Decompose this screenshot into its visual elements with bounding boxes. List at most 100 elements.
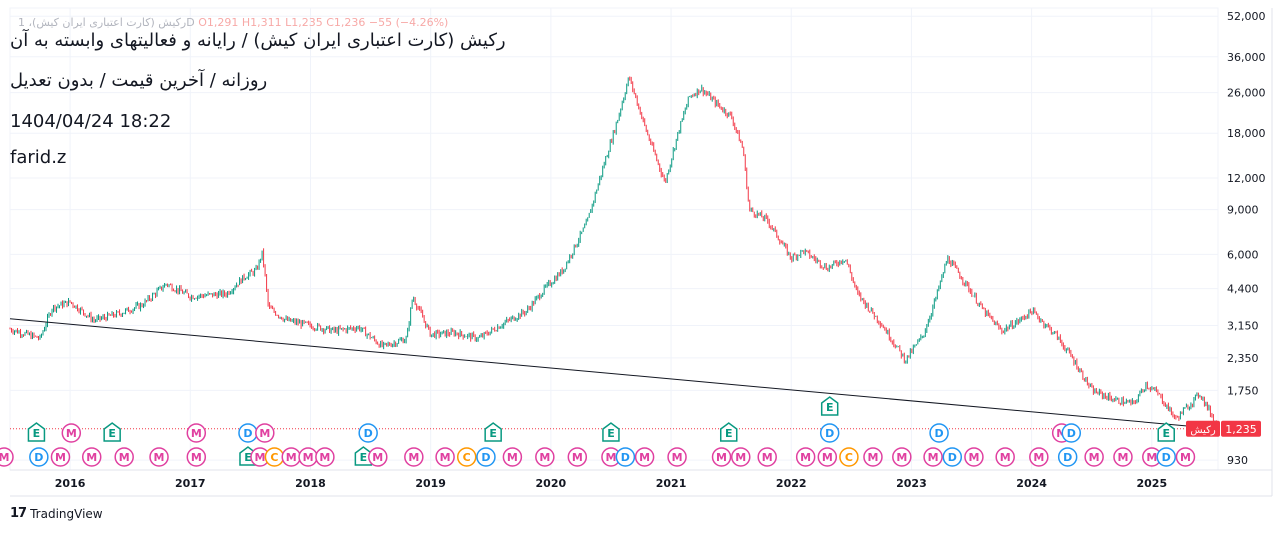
event-marker-letter: M: [822, 451, 833, 464]
time-axis[interactable]: 2016 2017 2018 2019 2020 2021 2022 2023 2024 2025: [10, 8, 1273, 497]
ohlc-legend: رکیش (کارت اعتباری ایران کیش)، 1D O1,291…: [18, 16, 448, 29]
chart-title-line4: farid.z: [10, 147, 67, 168]
meeting-marker-icon[interactable]: [1084, 447, 1104, 467]
meeting-marker-icon[interactable]: [711, 447, 732, 467]
x-tick-label: 2024: [1016, 477, 1047, 490]
event-marker-letter: C: [270, 451, 278, 464]
meeting-marker-icon[interactable]: [81, 447, 102, 467]
meeting-marker-icon[interactable]: [634, 447, 655, 467]
dividend-marker-icon[interactable]: [819, 423, 840, 443]
meeting-marker-icon[interactable]: [923, 447, 943, 467]
event-marker-letter: D: [481, 451, 490, 464]
event-marker-letter: D: [1162, 451, 1171, 464]
dividend-marker-icon[interactable]: [29, 447, 49, 467]
meeting-marker-icon[interactable]: [315, 447, 335, 467]
candle-series: [9, 76, 1219, 428]
earnings-marker-icon[interactable]: [719, 422, 738, 442]
y-tick-label: 9,000: [1227, 204, 1259, 217]
meeting-marker-icon[interactable]: [114, 447, 134, 467]
event-marker-letter: M: [119, 451, 130, 464]
dividend-marker-icon[interactable]: [615, 447, 636, 467]
chart-title-line3: 1404/04/24 18:22: [10, 111, 172, 132]
event-marker-letter: M: [1180, 451, 1191, 464]
meeting-marker-icon[interactable]: [404, 447, 424, 467]
earnings-marker-icon[interactable]: [1157, 422, 1175, 442]
meeting-marker-icon[interactable]: [186, 423, 207, 443]
meeting-marker-icon[interactable]: [1175, 447, 1196, 467]
legend-ohlc-values: O1,291 H1,311 L1,235 C1,236 −55 (−4.26%): [198, 16, 449, 29]
event-marker-letter: M: [55, 451, 66, 464]
meeting-marker-icon[interactable]: [50, 447, 71, 467]
meeting-marker-icon[interactable]: [0, 447, 14, 467]
meeting-marker-icon[interactable]: [535, 447, 555, 467]
meeting-marker-icon[interactable]: [863, 447, 883, 467]
dividend-marker-icon[interactable]: [929, 423, 949, 443]
dividend-marker-icon[interactable]: [1057, 447, 1078, 467]
event-marker-letter: M: [800, 451, 811, 464]
price-tag-value-box: [1221, 420, 1261, 437]
meeting-marker-icon[interactable]: [149, 447, 169, 467]
event-marker-letter: E: [360, 451, 368, 464]
x-tick-label: 2019: [415, 477, 446, 490]
corporate-action-marker-icon[interactable]: [839, 447, 859, 467]
x-tick-label: 2016: [55, 477, 86, 490]
price-tag-value: 1,235: [1225, 423, 1257, 436]
event-marker-letter: M: [867, 451, 878, 464]
meeting-marker-icon[interactable]: [795, 447, 816, 467]
meeting-marker-icon[interactable]: [731, 447, 751, 467]
event-marker-letter: E: [1162, 427, 1170, 440]
earnings-marker-icon[interactable]: [602, 422, 620, 442]
dividend-marker-icon[interactable]: [476, 447, 496, 467]
meeting-marker-icon[interactable]: [1113, 447, 1133, 467]
meeting-marker-icon[interactable]: [435, 447, 455, 467]
meeting-marker-icon[interactable]: [667, 447, 687, 467]
dividend-marker-icon[interactable]: [358, 423, 378, 443]
event-marker-letter: E: [108, 427, 116, 440]
event-marker-letter: D: [1063, 451, 1072, 464]
y-tick-label: 18,000: [1227, 127, 1266, 140]
tradingview-name: TradingView: [30, 506, 103, 521]
y-tick-label: 36,000: [1227, 51, 1266, 64]
dividend-marker-icon[interactable]: [1061, 423, 1082, 443]
corporate-action-marker-icon[interactable]: [456, 447, 477, 467]
event-marker-letter: M: [191, 451, 202, 464]
event-marker-letter: E: [33, 427, 41, 440]
trendline-layer: [9, 318, 1218, 430]
trendline[interactable]: [9, 318, 1218, 430]
meeting-marker-icon[interactable]: [567, 447, 588, 467]
earnings-marker-icon[interactable]: [820, 396, 839, 416]
meeting-marker-icon[interactable]: [757, 447, 777, 467]
x-tick-label: 2020: [536, 477, 567, 490]
meeting-marker-icon[interactable]: [1029, 447, 1049, 467]
meeting-marker-icon[interactable]: [817, 447, 838, 467]
dividend-marker-icon[interactable]: [1156, 447, 1176, 467]
tradingview-brand[interactable]: 17 TradingView: [10, 506, 103, 521]
y-tick-label: 3,150: [1227, 319, 1259, 332]
event-marker-letter: M: [639, 451, 650, 464]
meeting-marker-icon[interactable]: [964, 447, 984, 467]
meeting-marker-icon[interactable]: [255, 423, 275, 443]
event-marker-letter: M: [716, 451, 727, 464]
meeting-marker-icon[interactable]: [502, 447, 523, 467]
event-marker-letter: M: [154, 451, 165, 464]
earnings-marker-icon[interactable]: [27, 422, 46, 442]
earnings-marker-icon[interactable]: [484, 422, 502, 442]
price-tag-symbol: رکیش: [1190, 425, 1216, 436]
event-marker-letter: E: [607, 427, 615, 440]
price-axis[interactable]: 52,000 36,000 26,000 18,000 12,000 9,000 6,000…: [1227, 10, 1266, 467]
event-marker-letter: M: [86, 451, 97, 464]
earnings-marker-icon[interactable]: [103, 422, 121, 442]
meeting-marker-icon[interactable]: [995, 447, 1015, 467]
meeting-marker-icon[interactable]: [892, 447, 912, 467]
event-marker-letter: D: [621, 451, 630, 464]
event-marker-letter: E: [826, 401, 834, 414]
x-tick-label: 2017: [175, 477, 206, 490]
event-marker-letter: D: [34, 451, 43, 464]
meeting-marker-icon[interactable]: [186, 447, 207, 467]
event-marker-letter: D: [243, 427, 252, 440]
y-tick-label: 26,000: [1227, 87, 1266, 100]
meeting-marker-icon[interactable]: [368, 447, 388, 467]
meeting-marker-icon[interactable]: [61, 423, 82, 443]
dividend-marker-icon[interactable]: [942, 447, 963, 467]
